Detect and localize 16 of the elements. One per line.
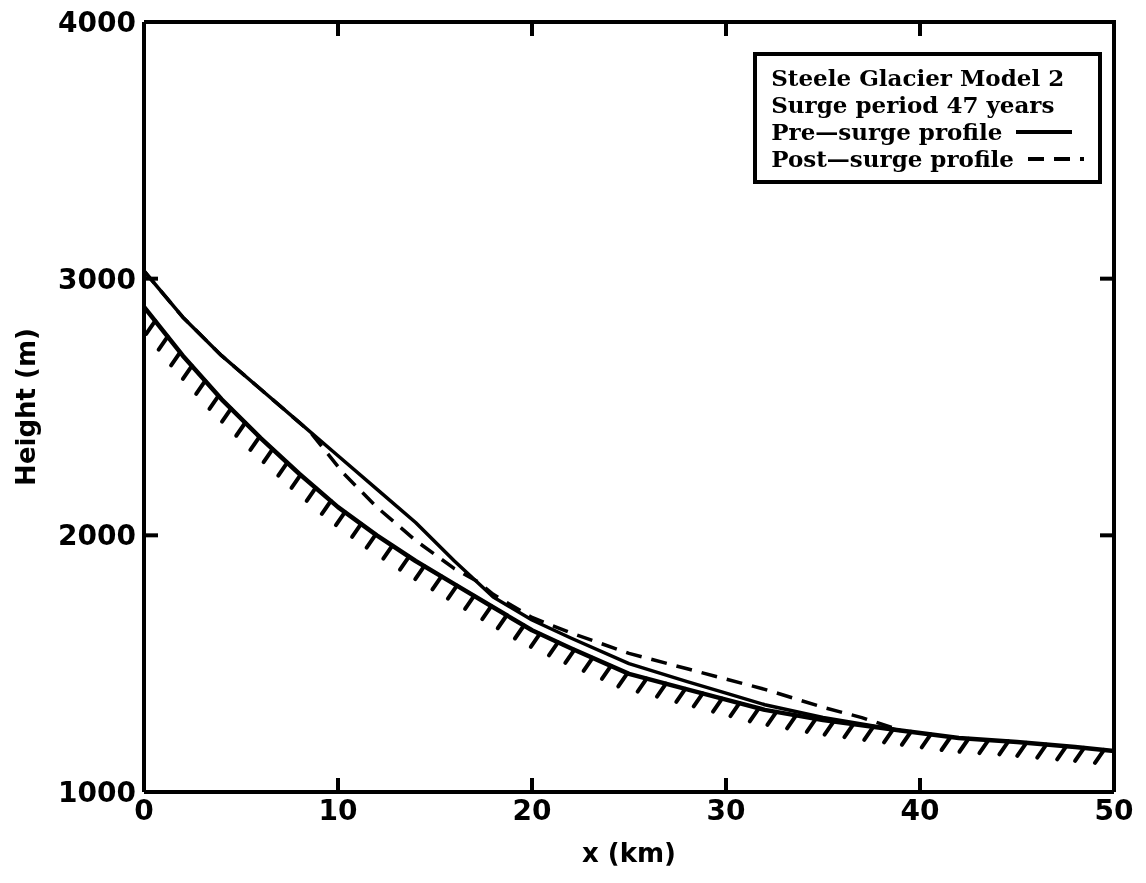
x-tick-label: 40 (900, 793, 940, 827)
y-tick-label: 2000 (58, 519, 136, 553)
x-axis-title: x (km) (582, 838, 676, 868)
x-tick-label: 50 (1094, 793, 1134, 827)
x-tick-label: 10 (318, 793, 358, 827)
legend-label: Post—surge profile (771, 145, 1014, 172)
y-axis-title: Height (m) (11, 328, 42, 486)
x-tick-label: 30 (706, 793, 746, 827)
y-tick-label: 3000 (58, 262, 136, 296)
text: Steele Glacier Model 2 (771, 64, 1066, 91)
y-tick-label: 4000 (58, 5, 136, 39)
x-tick-label: 20 (512, 793, 552, 827)
x-tick-label: 0 (134, 793, 154, 827)
y-tick-label: 1000 (58, 775, 136, 809)
legend-label: Pre—surge profile (771, 118, 1003, 145)
text: Surge period 47 years (771, 91, 1056, 118)
